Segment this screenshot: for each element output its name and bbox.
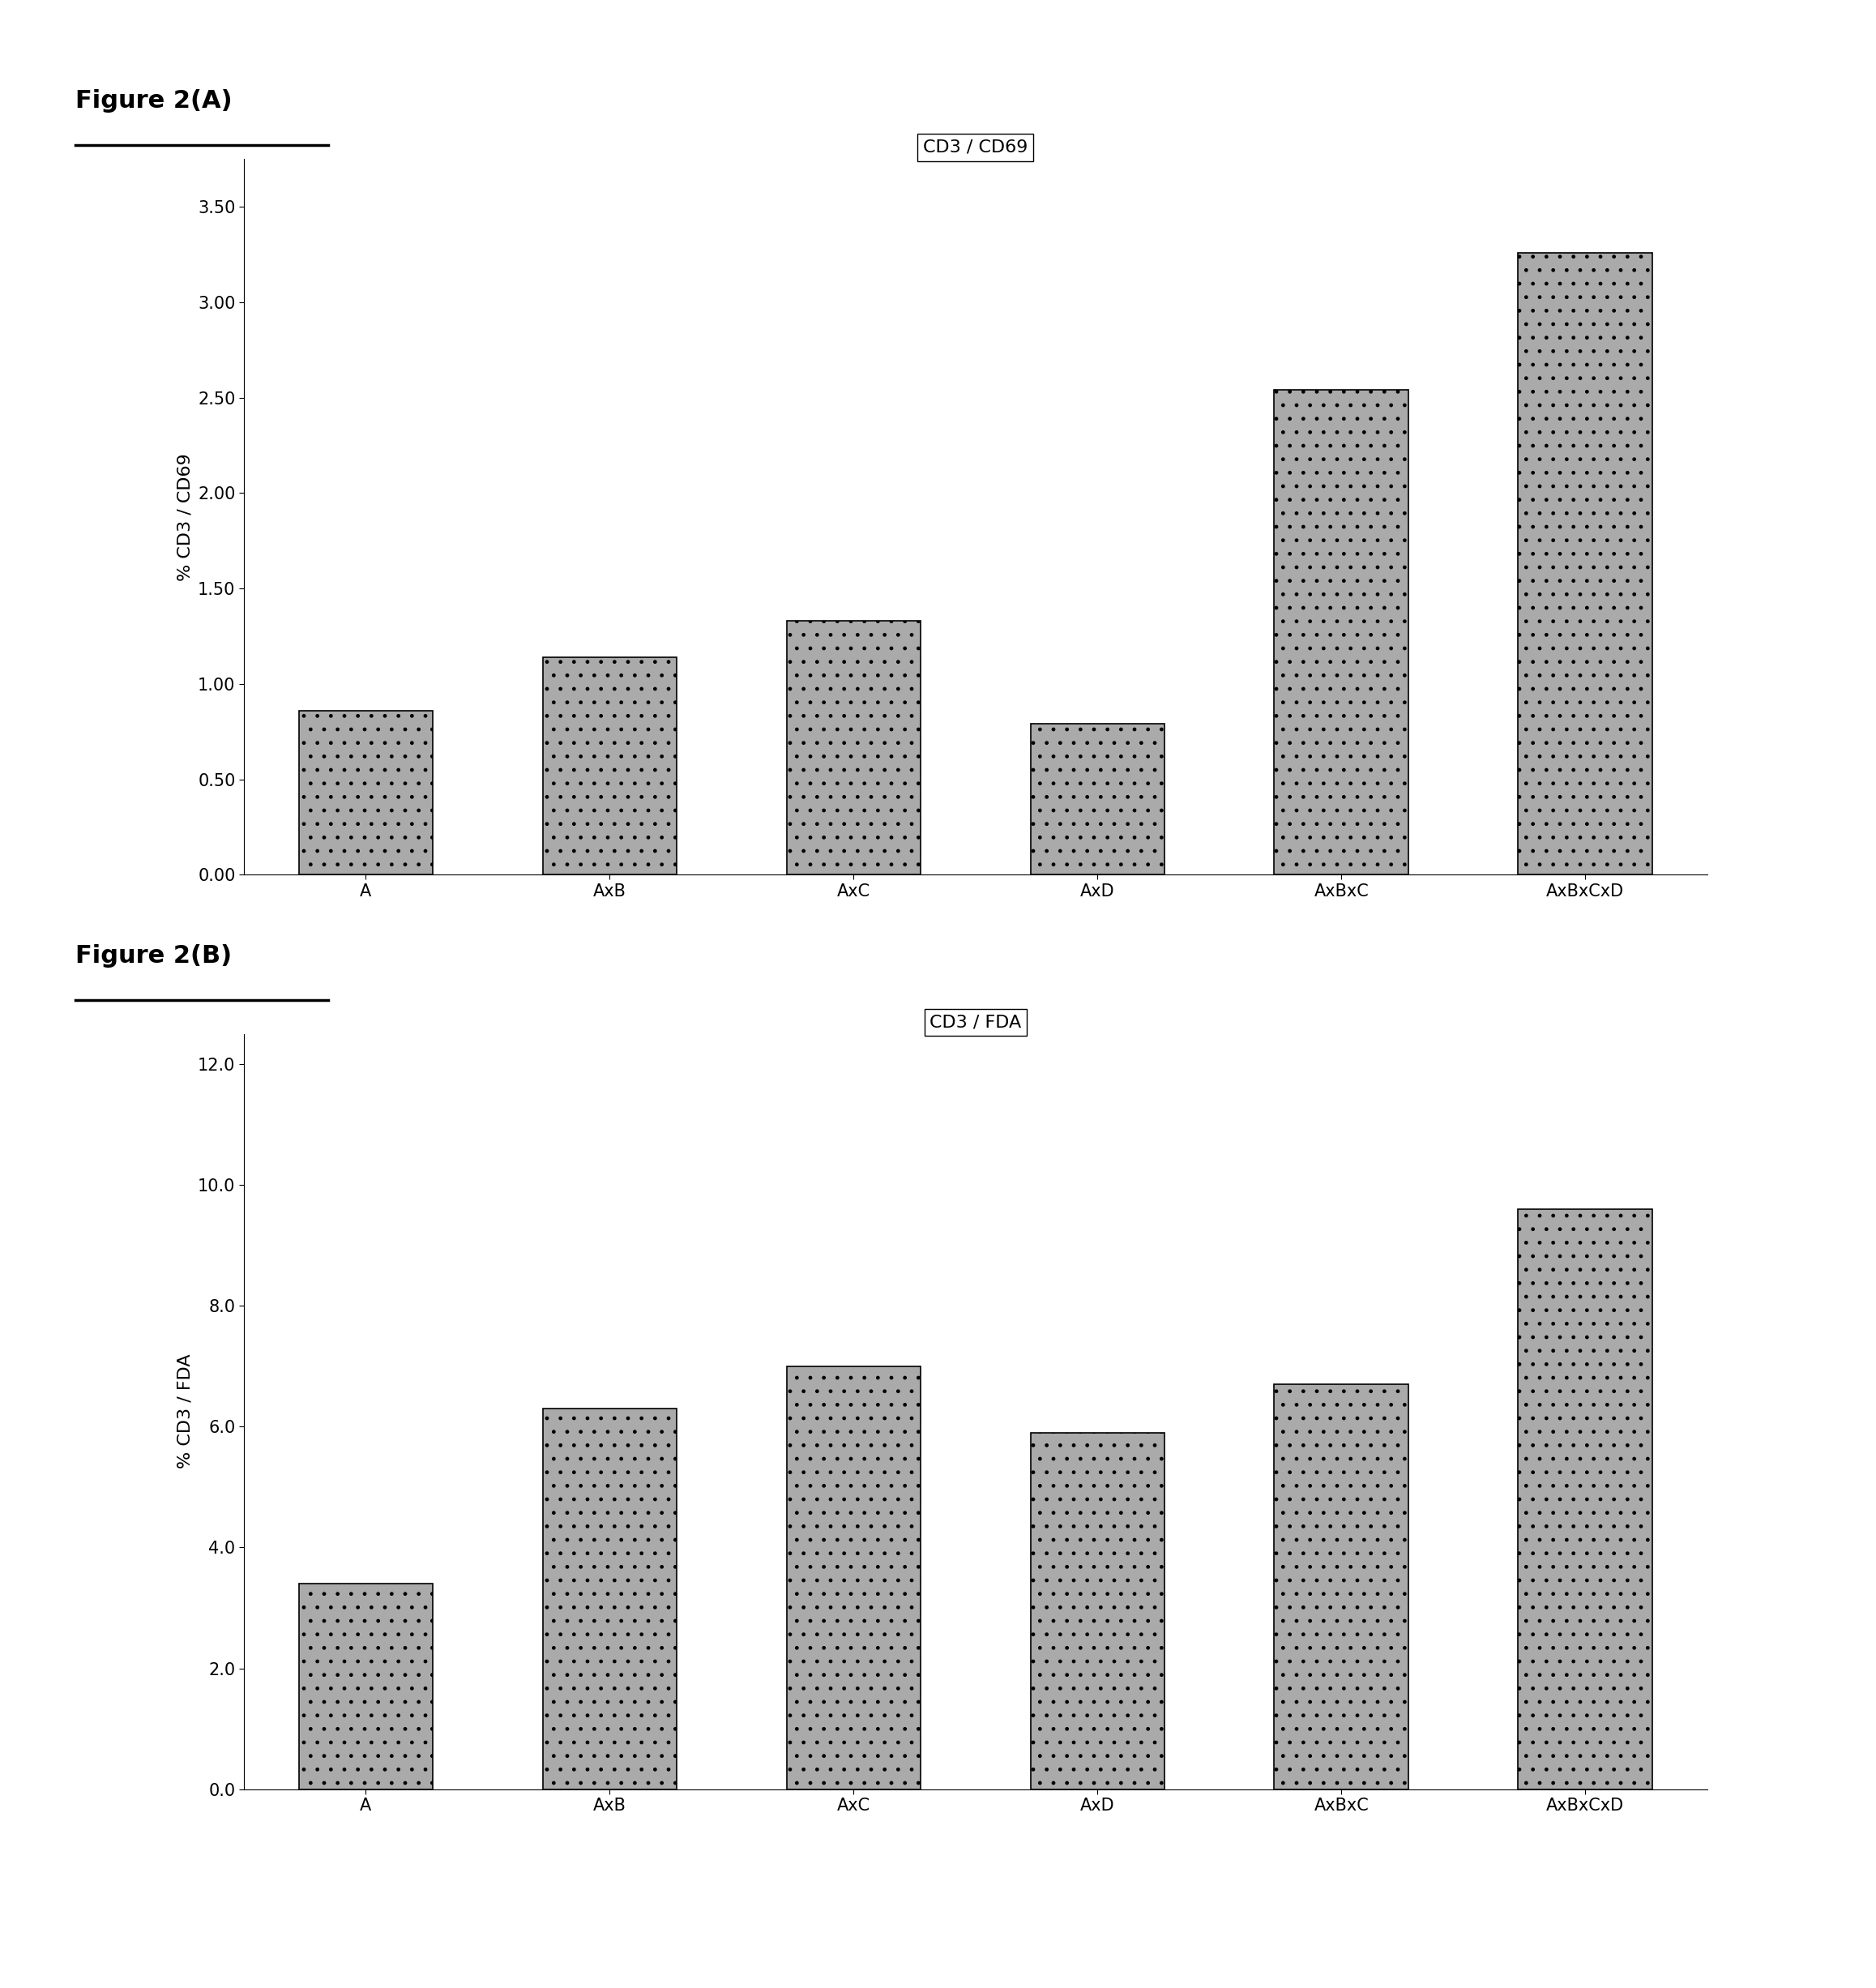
Bar [542,1408,677,1789]
Bar [786,620,921,875]
Text: Figure 2(B): Figure 2(B) [75,944,231,968]
Y-axis label: % CD3 / FDA: % CD3 / FDA [176,1354,193,1469]
Bar [298,710,433,875]
Title: CD3 / CD69: CD3 / CD69 [923,139,1028,155]
Bar [1030,724,1165,875]
Bar [542,658,677,875]
Title: CD3 / FDA: CD3 / FDA [930,1014,1021,1030]
Bar [1518,252,1653,875]
Bar [1274,1384,1409,1789]
Bar [1274,390,1409,875]
Bar [1030,1433,1165,1789]
Y-axis label: % CD3 / CD69: % CD3 / CD69 [176,453,193,580]
Bar [298,1584,433,1789]
Text: Figure 2(A): Figure 2(A) [75,89,233,113]
Bar [1518,1209,1653,1789]
Bar [786,1366,921,1789]
